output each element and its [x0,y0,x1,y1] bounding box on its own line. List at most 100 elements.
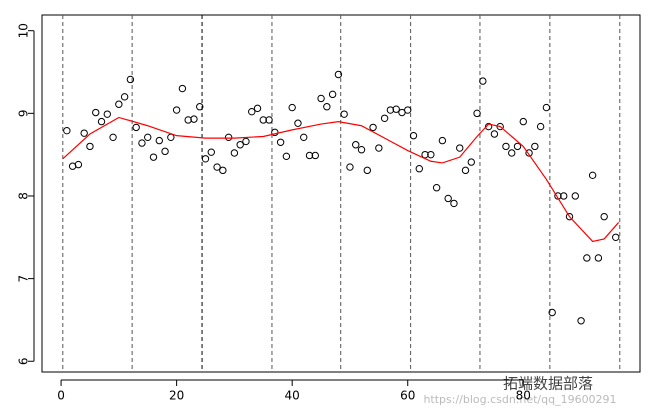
point [479,77,487,85]
point [132,123,140,132]
point [190,115,198,123]
point [496,122,504,131]
point [196,103,204,111]
x-tick-label: 0 [57,389,65,403]
point [340,110,348,118]
point [352,141,360,149]
point [282,152,291,161]
point [334,70,343,79]
point [92,108,100,117]
point [144,133,152,142]
point [178,84,187,93]
point [253,104,262,113]
point [588,171,597,180]
point [346,163,354,171]
point [236,141,244,149]
point [97,117,106,126]
point [577,317,585,325]
point [357,146,366,154]
point [184,116,192,124]
point [149,153,158,161]
point [421,150,429,159]
point [328,90,337,99]
point [317,94,325,103]
point [126,75,135,84]
point [271,128,279,137]
point [513,142,522,151]
x-tick-label: 40 [285,389,300,403]
point [409,131,418,140]
point [103,110,111,118]
point [305,151,314,160]
point [248,107,256,116]
point [86,142,94,151]
point [224,133,233,142]
point [565,212,574,221]
point [508,149,516,157]
point [138,139,146,147]
watermark-url: https://blog.csdn.net/qq_19600291 [423,393,616,406]
point [161,147,169,156]
point [213,163,221,171]
point [473,109,481,118]
point [600,212,608,221]
point [461,166,470,175]
y-tick-label: 6 [17,357,31,365]
point [427,150,435,159]
point [155,136,163,145]
point [375,144,383,152]
point [392,105,400,113]
point [172,106,181,114]
point [560,192,568,200]
point [288,103,296,112]
point [323,103,331,111]
y-tick-label: 8 [17,192,31,200]
point [438,136,447,145]
point [536,122,545,131]
x-tick-label: 80 [516,389,531,403]
point [380,114,389,122]
point [300,133,308,142]
point [294,119,302,127]
y-tick-label: 7 [17,275,31,283]
point [109,133,117,142]
point [201,155,210,163]
point [519,117,527,126]
point [259,116,267,124]
x-tick-label: 20 [169,389,184,403]
fit-line [62,116,620,243]
point [415,165,423,173]
y-tick-label: 9 [17,110,31,118]
point [583,254,591,262]
point [456,144,464,152]
point [115,100,123,108]
point [80,129,88,137]
point [207,148,215,156]
point [369,123,377,132]
point [219,166,227,175]
point [230,149,239,157]
point [525,149,533,157]
point [450,199,458,208]
point [404,106,412,114]
point [490,130,499,138]
point [311,151,319,160]
y-tick-label: 10 [17,23,31,38]
x-tick-label: 60 [400,389,415,403]
point [74,160,83,169]
point [484,122,493,131]
point [502,142,510,151]
point [542,103,551,112]
point [276,138,285,146]
point [63,126,71,135]
point [548,308,556,317]
point [594,254,603,262]
point [444,194,452,203]
point [612,233,620,241]
point [363,166,371,175]
point [432,184,441,192]
point [265,116,273,124]
point [467,158,475,166]
point [531,142,539,151]
